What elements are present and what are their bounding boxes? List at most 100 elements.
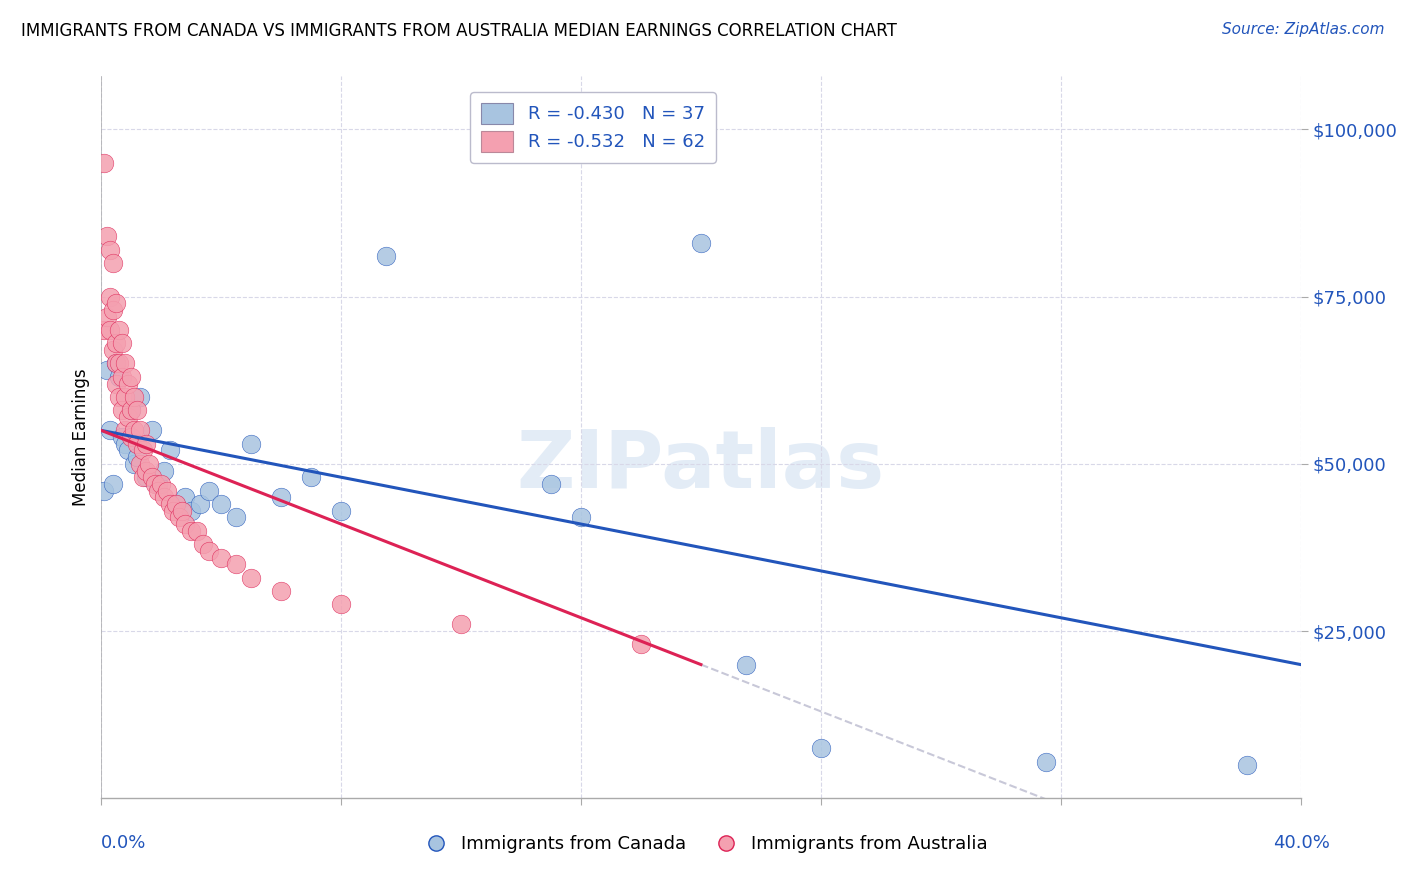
Point xyxy=(1236,758,1258,772)
Point xyxy=(114,436,136,450)
Point xyxy=(114,390,136,404)
Point xyxy=(105,296,128,310)
Point xyxy=(148,483,170,498)
Point xyxy=(193,537,215,551)
Point xyxy=(198,483,221,498)
Point xyxy=(188,497,211,511)
Legend: Immigrants from Canada, Immigrants from Australia: Immigrants from Canada, Immigrants from … xyxy=(411,829,995,861)
Point xyxy=(117,376,139,391)
Point xyxy=(180,524,202,538)
Point xyxy=(127,450,149,464)
Point xyxy=(111,430,134,444)
Point xyxy=(174,491,197,505)
Text: ZIPatlas: ZIPatlas xyxy=(517,427,884,505)
Point xyxy=(129,457,152,471)
Point xyxy=(225,510,247,524)
Point xyxy=(111,403,134,417)
Point xyxy=(209,497,232,511)
Point xyxy=(162,503,184,517)
Point xyxy=(375,249,398,264)
Point xyxy=(270,583,292,598)
Point xyxy=(165,497,187,511)
Point xyxy=(270,491,292,505)
Point xyxy=(103,343,125,358)
Point xyxy=(120,430,142,444)
Point xyxy=(450,617,472,632)
Point xyxy=(132,443,155,458)
Point xyxy=(135,464,157,478)
Point xyxy=(150,476,173,491)
Point xyxy=(98,424,121,438)
Point xyxy=(93,323,115,337)
Point xyxy=(186,524,208,538)
Point xyxy=(569,510,592,524)
Point xyxy=(689,235,711,250)
Point xyxy=(122,424,145,438)
Point xyxy=(141,470,163,484)
Point xyxy=(105,356,128,371)
Point xyxy=(108,323,131,337)
Point xyxy=(159,443,181,458)
Point xyxy=(93,155,115,169)
Point xyxy=(108,356,131,371)
Point xyxy=(122,390,145,404)
Point xyxy=(105,356,128,371)
Point xyxy=(129,424,152,438)
Y-axis label: Median Earnings: Median Earnings xyxy=(72,368,90,506)
Point xyxy=(630,637,652,651)
Point xyxy=(330,503,353,517)
Point xyxy=(240,571,263,585)
Point xyxy=(135,470,157,484)
Point xyxy=(103,302,125,317)
Point xyxy=(127,436,149,450)
Point xyxy=(108,369,131,384)
Point xyxy=(108,390,131,404)
Point xyxy=(96,363,118,377)
Point xyxy=(209,550,232,565)
Point xyxy=(135,436,157,450)
Point xyxy=(93,483,115,498)
Point xyxy=(96,229,118,244)
Point xyxy=(159,497,181,511)
Point xyxy=(138,457,160,471)
Point xyxy=(330,598,353,612)
Point xyxy=(167,510,190,524)
Point xyxy=(105,336,128,351)
Text: Source: ZipAtlas.com: Source: ZipAtlas.com xyxy=(1222,22,1385,37)
Point xyxy=(105,376,128,391)
Point xyxy=(225,557,247,572)
Point xyxy=(132,470,155,484)
Point xyxy=(98,323,121,337)
Point xyxy=(153,464,176,478)
Legend: R = -0.430   N = 37, R = -0.532   N = 62: R = -0.430 N = 37, R = -0.532 N = 62 xyxy=(470,92,716,162)
Point xyxy=(198,543,221,558)
Point xyxy=(734,657,756,672)
Point xyxy=(165,497,187,511)
Point xyxy=(240,436,263,450)
Point xyxy=(180,503,202,517)
Point xyxy=(127,403,149,417)
Point xyxy=(174,517,197,532)
Point xyxy=(117,443,139,458)
Point xyxy=(153,491,176,505)
Point xyxy=(129,390,152,404)
Point xyxy=(117,410,139,425)
Text: IMMIGRANTS FROM CANADA VS IMMIGRANTS FROM AUSTRALIA MEDIAN EARNINGS CORRELATION : IMMIGRANTS FROM CANADA VS IMMIGRANTS FRO… xyxy=(21,22,897,40)
Point xyxy=(96,310,118,324)
Point xyxy=(114,424,136,438)
Point xyxy=(103,476,125,491)
Point xyxy=(111,336,134,351)
Point xyxy=(1035,755,1057,769)
Point xyxy=(120,369,142,384)
Point xyxy=(98,243,121,257)
Point xyxy=(148,476,170,491)
Point xyxy=(141,424,163,438)
Point xyxy=(143,476,166,491)
Text: 40.0%: 40.0% xyxy=(1274,834,1330,852)
Point xyxy=(122,457,145,471)
Point xyxy=(156,483,179,498)
Point xyxy=(299,470,322,484)
Point xyxy=(172,503,194,517)
Point xyxy=(111,369,134,384)
Point xyxy=(540,476,562,491)
